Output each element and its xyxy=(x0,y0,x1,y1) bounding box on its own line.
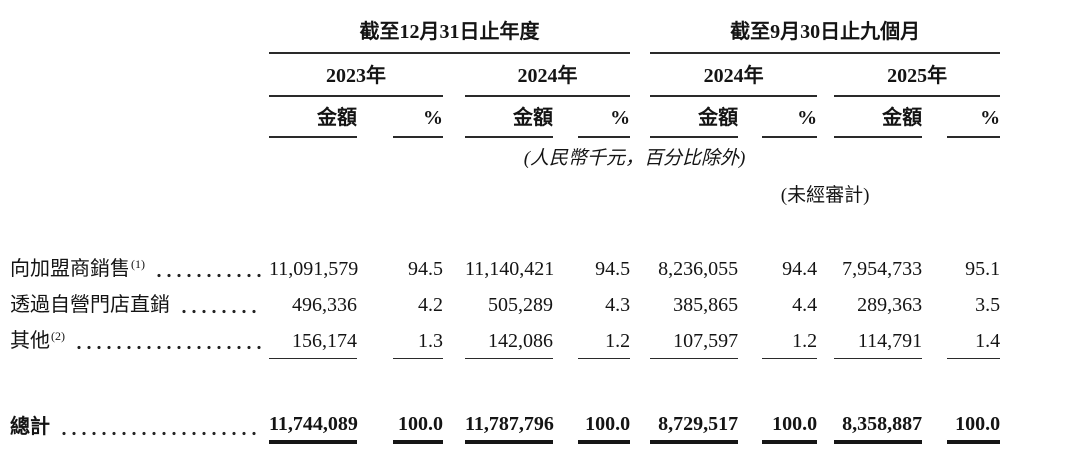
period-group-header-row: 截至12月31日止年度 截至9月30日止九個月 xyxy=(0,0,1080,54)
total-amount-cell: 11,744,089 xyxy=(269,398,358,444)
total-percent-cell: 100.0 xyxy=(762,398,818,444)
dot-leader xyxy=(59,431,261,436)
percent-column-header: % xyxy=(947,96,1001,138)
year-header-2024-nine-months: 2024年 xyxy=(650,53,818,97)
amount-cell: 505,289 xyxy=(488,294,553,316)
percent-cell: 3.5 xyxy=(975,294,1001,316)
total-amount-cell: 11,787,796 xyxy=(465,398,554,444)
percent-cell: 4.3 xyxy=(605,294,631,316)
revenue-breakdown-table: 截至12月31日止年度 截至9月30日止九個月 2023年 2024年 2024… xyxy=(0,0,1080,444)
amount-cell: 7,954,733 xyxy=(842,258,923,280)
amount-cell: 114,791 xyxy=(834,322,923,359)
amount-cell: 385,865 xyxy=(673,294,739,316)
amount-column-header: 金額 xyxy=(650,96,739,138)
percent-cell: 1.2 xyxy=(578,322,631,359)
amount-cell: 496,336 xyxy=(292,294,357,316)
dot-leader xyxy=(179,309,261,314)
percent-column-header: % xyxy=(393,96,443,138)
double-rule xyxy=(393,440,443,444)
row-label-text: 向加盟商銷售 xyxy=(10,258,130,280)
amount-cell: 156,174 xyxy=(269,322,357,359)
amount-cell: 11,091,579 xyxy=(269,258,359,280)
amount-column-header: 金額 xyxy=(465,96,553,138)
double-rule xyxy=(947,440,1001,444)
footnote-marker: (2) xyxy=(51,329,65,343)
percent-cell: 1.4 xyxy=(947,322,1001,359)
amount-cell: 142,086 xyxy=(465,322,553,359)
unaudited-note-row: (未經審計) xyxy=(0,181,1080,212)
amount-column-header: 金額 xyxy=(269,96,357,138)
total-label-text: 總計 xyxy=(10,416,50,438)
period-group-header-nine-months: 截至9月30日止九個月 xyxy=(650,0,1001,54)
percent-column-header: % xyxy=(578,96,631,138)
percent-cell: 94.4 xyxy=(782,258,818,280)
row-label-text: 其他 xyxy=(10,330,50,352)
double-rule xyxy=(650,440,739,444)
percent-cell: 1.3 xyxy=(393,322,443,359)
dot-leader xyxy=(74,345,261,350)
percent-cell: 94.5 xyxy=(595,258,631,280)
percent-cell: 1.2 xyxy=(762,322,818,359)
amount-cell: 289,363 xyxy=(857,294,923,316)
percent-cell: 94.5 xyxy=(408,258,443,280)
total-percent-cell: 100.0 xyxy=(578,398,631,444)
total-percent-cell: 100.0 xyxy=(947,398,1001,444)
amount-cell: 8,236,055 xyxy=(658,258,739,280)
currency-unit-note: (人民幣千元，百分比除外) xyxy=(523,148,746,170)
amount-cell: 107,597 xyxy=(650,322,739,359)
row-total: 總計 11,744,089 100.0 11,787,796 100.0 8,7… xyxy=(0,398,1080,444)
double-rule xyxy=(834,440,923,444)
percent-cell: 4.4 xyxy=(792,294,818,316)
amount-cell: 11,140,421 xyxy=(465,258,555,280)
double-rule xyxy=(465,440,553,444)
period-group-header-annual: 截至12月31日止年度 xyxy=(269,0,631,54)
row-label: 透過自營門店直銷 xyxy=(0,294,269,316)
total-amount-cell: 8,729,517 xyxy=(650,398,739,444)
year-header-row: 2023年 2024年 2024年 2025年 xyxy=(0,53,1080,97)
year-header-2025: 2025年 xyxy=(834,53,1001,97)
percent-cell: 95.1 xyxy=(965,258,1001,280)
total-label: 總計 xyxy=(0,416,269,438)
row-sales-to-franchisees: 向加盟商銷售 (1) 11,091,579 94.5 11,140,421 94.… xyxy=(0,250,1080,286)
amount-column-header: 金額 xyxy=(834,96,923,138)
dot-leader xyxy=(154,273,261,278)
total-amount-cell: 8,358,887 xyxy=(834,398,923,444)
row-label: 向加盟商銷售 (1) xyxy=(0,257,269,280)
row-label-text: 透過自營門店直銷 xyxy=(10,294,170,316)
percent-cell: 4.2 xyxy=(418,294,443,316)
year-header-2023: 2023年 xyxy=(269,53,443,97)
unaudited-note: (未經審計) xyxy=(780,185,870,207)
year-header-2024-annual: 2024年 xyxy=(465,53,631,97)
footnote-marker: (1) xyxy=(131,257,145,271)
row-others: 其他 (2) 156,174 1.3 142,086 1.2 107,597 1.… xyxy=(0,322,1080,359)
double-rule xyxy=(578,440,631,444)
row-label: 其他 (2) xyxy=(0,329,269,352)
total-percent-cell: 100.0 xyxy=(393,398,443,444)
row-direct-sales-self-operated-stores: 透過自營門店直銷 496,336 4.2 505,289 4.3 385,865… xyxy=(0,286,1080,322)
double-rule xyxy=(269,440,357,444)
currency-note-row: (人民幣千元，百分比除外) xyxy=(0,137,1080,181)
column-header-row: 金額 % 金額 % 金額 % 金額 % xyxy=(0,96,1080,138)
percent-column-header: % xyxy=(762,96,818,138)
double-rule xyxy=(762,440,818,444)
